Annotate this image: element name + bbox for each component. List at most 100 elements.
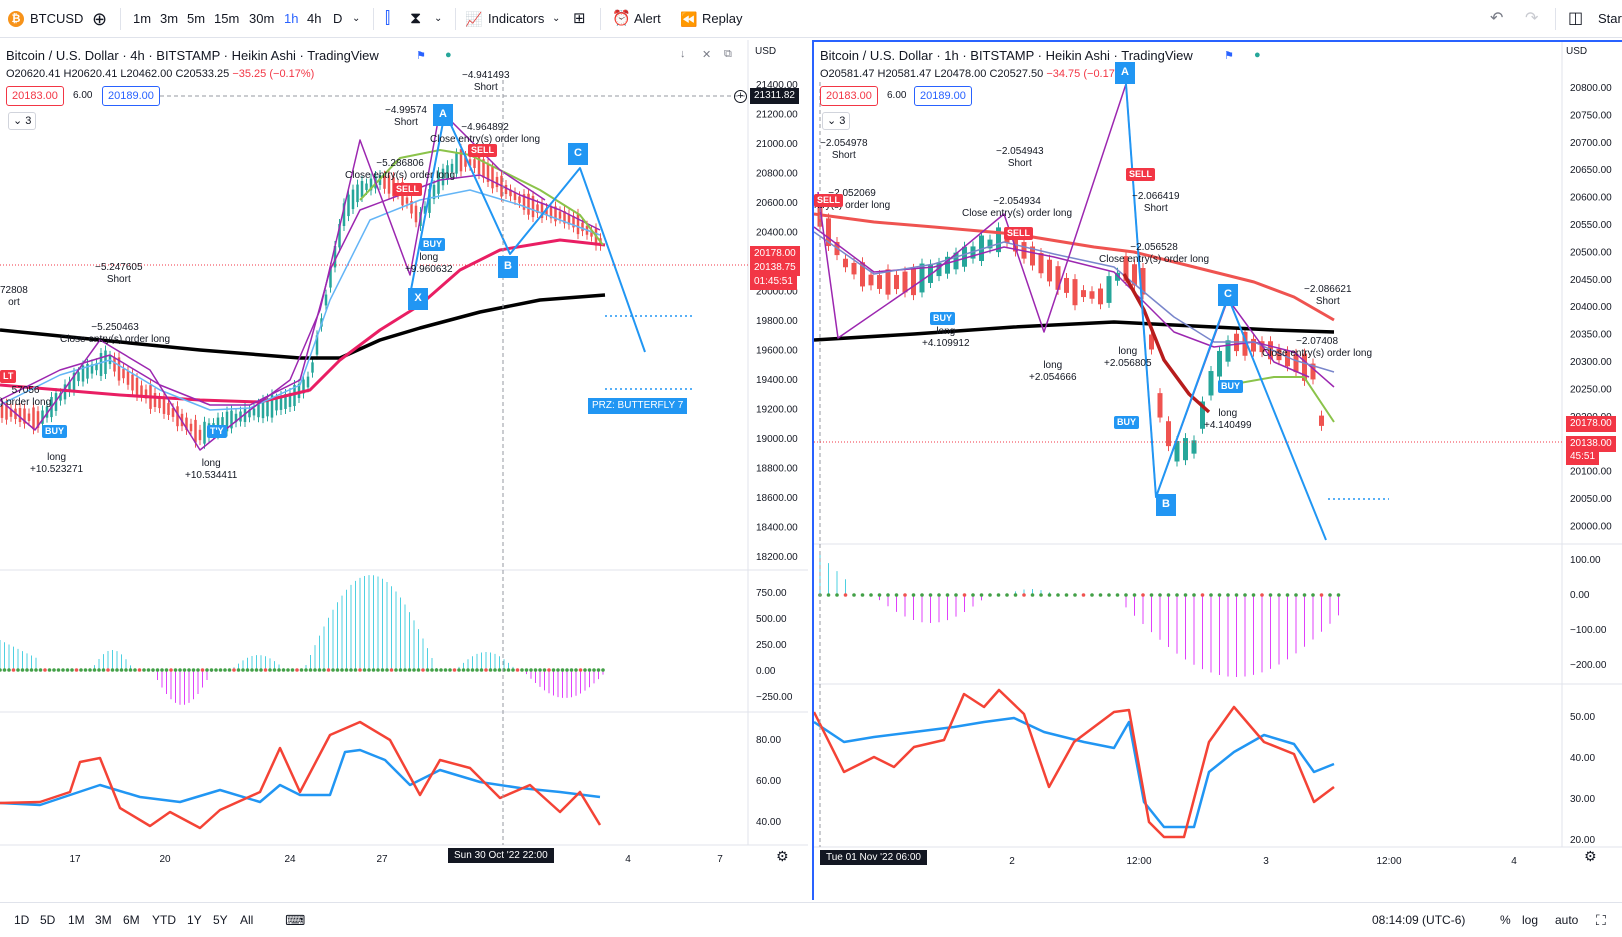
oscillator-dot [1158,593,1162,597]
indicators-button[interactable]: Indicators [488,11,545,26]
oscillator-dot [128,668,133,672]
oscillator-dot [1124,593,1128,597]
oscillator-dot [1311,593,1315,597]
compare-plus-icon[interactable]: ⊕ [92,9,108,29]
timeframe-1h[interactable]: 1h [284,11,299,26]
oscillator-dot [29,668,34,672]
moving-average-line [814,212,1335,322]
right-currency-label[interactable]: USD [1566,46,1588,57]
candle-body [162,398,166,414]
left-buy-price-button[interactable]: 20189.00 [102,86,160,106]
flag-icon[interactable]: ⚑ [1224,50,1234,62]
oscillator-dot [1107,593,1111,597]
right-collapse-indicators[interactable]: ⌄ 3 [822,112,851,130]
percent-scale-toggle[interactable]: % [1500,913,1511,927]
annotation: long +10.523271 [30,452,84,475]
range-1y[interactable]: 1Y [187,913,202,927]
timeframe-15m[interactable]: 15m [214,11,240,26]
undo-icon[interactable]: ↶ [1490,10,1504,27]
left-collapse-indicators[interactable]: ⌄ 3 [8,112,37,130]
oscillator-dot [1277,593,1281,597]
candle-body [81,365,85,382]
range-1m[interactable]: 1M [68,913,85,927]
candle-body [135,377,139,397]
top-toolbar: ₿ BTCUSD ⊕ 1m 3m 5m 15m 30m 1h 4h D ⌄ ⫿ … [0,0,1622,38]
oscillator-dot [232,668,236,672]
auto-scale-toggle[interactable]: auto [1555,913,1579,927]
oscillator-dot [860,593,865,597]
range-5y[interactable]: 5Y [213,913,228,927]
range-ytd[interactable]: YTD [152,913,176,927]
range-3m[interactable]: 3M [95,913,112,927]
timeframe-5m[interactable]: 5m [187,11,206,26]
rsi-line [814,688,1335,839]
right-sell-price-button[interactable]: 20183.00 [820,86,878,106]
alert-clock-icon[interactable]: ⏰ [612,10,631,27]
left-currency-label[interactable]: USD [755,46,777,57]
oscillator-dot [971,593,975,597]
candle-body [122,368,125,379]
candle-body [315,335,319,355]
rsi-tick-label: 40.00 [756,817,781,828]
timeframe-4h[interactable]: 4h [307,11,322,26]
oscillator-dot [335,668,340,672]
candle-body [279,396,283,410]
candle-body [1285,351,1290,367]
timeframe-3m[interactable]: 3m [160,11,179,26]
chevron-down-icon[interactable]: ⌄ [434,13,443,24]
right-chart-canvas[interactable]: 20800.00 20750.00 20700.00 20650.00 20600.00… [814,42,1622,902]
redo-icon[interactable]: ↷ [1525,10,1539,27]
bar-style-icon[interactable]: ⫿ [385,10,391,27]
add-alert-plus-icon[interactable]: + [734,90,747,103]
oscillator-dot [1217,593,1222,597]
date-range-icon[interactable]: ⌨ [285,912,306,928]
range-6m[interactable]: 6M [123,913,140,927]
rsi-signal-line [0,748,601,807]
timeframe-d[interactable]: D [333,11,343,26]
range-all[interactable]: All [240,913,254,927]
replay-button[interactable]: Replay [702,11,743,26]
candle-body [581,222,584,232]
arrow-down-icon[interactable]: ↓ [680,48,686,60]
last-price-badge-2: 20138.00 [1566,436,1616,452]
price-tick-label: 20100.00 [1570,467,1612,478]
right-buy-price-button[interactable]: 20189.00 [914,86,972,106]
range-1d[interactable]: 1D [14,913,30,927]
oscillator-dot [596,668,601,672]
replay-icon[interactable]: ⏪ [680,11,698,27]
oscillator-dot [1039,593,1043,597]
left-chart-pane[interactable]: 21400.00 21200.00 21000.00 20800.00 20600.00… [0,40,808,900]
settings-gear-icon[interactable]: ⚙ [1584,848,1597,864]
candle-body [270,394,274,418]
timeframe-1m[interactable]: 1m [133,11,152,26]
range-5d[interactable]: 5D [40,913,56,927]
flag-icon[interactable]: ⚑ [416,50,426,62]
moving-average-line [0,174,601,406]
clock-timezone[interactable]: 08:14:09 (UTC-6) [1372,913,1466,927]
oscillator-dot [331,668,335,672]
left-sell-price-button[interactable]: 20183.00 [6,86,64,106]
start-button[interactable]: Star [1598,11,1622,26]
close-icon[interactable]: ✕ [702,49,712,61]
oscillator-dot [520,668,524,672]
candle-body [549,207,553,219]
maximize-icon[interactable]: ⧉ [724,48,732,60]
layout-icon[interactable]: ◫ [1568,10,1584,27]
annotation: long +4.140499 [1204,408,1252,431]
templates-grid-icon[interactable]: ⊞ [573,10,586,27]
candle-style-icon[interactable]: ⧗ [410,10,422,27]
timeframe-30m[interactable]: 30m [249,11,275,26]
candle-body [252,408,256,416]
indicators-icon[interactable]: 📈 [465,11,483,27]
left-chart-canvas[interactable]: 21400.00 21200.00 21000.00 20800.00 20600.00… [0,40,808,900]
chevron-down-icon[interactable]: ⌄ [552,13,561,24]
log-scale-toggle[interactable]: log [1522,913,1539,927]
symbol-search-button[interactable]: BTCUSD [30,11,84,26]
oscillator-dot [488,668,493,672]
alert-button[interactable]: Alert [634,11,661,26]
settings-gear-icon[interactable]: ⚙ [776,848,789,864]
fullscreen-icon[interactable]: ⛶ [1596,912,1606,928]
right-chart-pane[interactable]: 20800.00 20750.00 20700.00 20650.00 20600.00… [812,40,1622,900]
moving-average-line [1122,273,1211,414]
chevron-down-icon[interactable]: ⌄ [352,13,361,24]
